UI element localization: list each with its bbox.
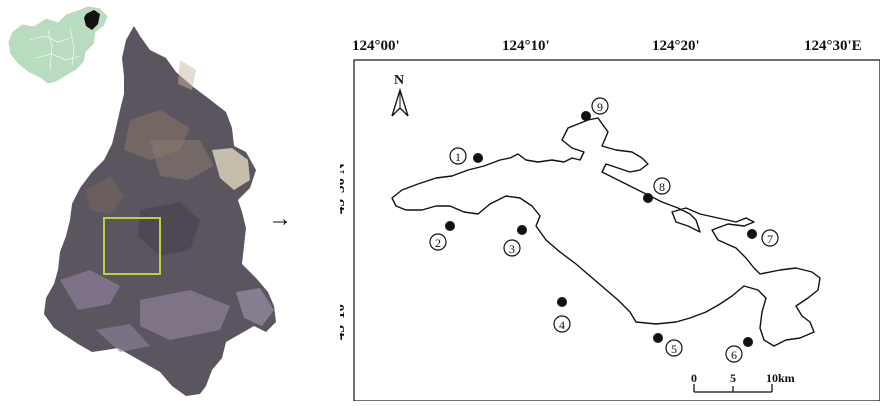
site-marker: 7 <box>747 229 779 247</box>
top-tick-label: 124°00' <box>352 38 400 54</box>
site-marker: 1 <box>449 147 483 165</box>
china-inset-map <box>7 5 109 85</box>
region-satellite-map <box>44 26 276 396</box>
site-label: 3 <box>509 242 515 256</box>
site-label: 7 <box>767 232 773 246</box>
map-frame <box>353 59 880 402</box>
scale-bar: 0 5 10km <box>691 371 795 393</box>
scale-label: 0 <box>691 371 697 385</box>
top-tick-label: 124°10' <box>502 38 550 54</box>
top-tick-label: 124°20' <box>652 38 700 54</box>
site-marker: 6 <box>725 337 753 363</box>
north-arrow: N <box>391 73 409 117</box>
site-marker: 3 <box>503 225 527 257</box>
site-label: 2 <box>435 236 441 250</box>
site-label: 6 <box>731 348 737 362</box>
heilongjiang-highlight <box>84 10 100 30</box>
left-tick-label: 45°10' <box>340 300 348 340</box>
site-marker: 5 <box>653 333 683 357</box>
sampling-sites: 1 2 3 4 5 <box>429 97 779 363</box>
site-label: 4 <box>559 318 565 332</box>
study-area-box <box>103 217 161 275</box>
top-tick-label: 124°30'E <box>804 38 862 54</box>
scale-label: 10km <box>766 371 795 385</box>
study-area-outline <box>391 117 821 347</box>
study-area-map: 124°00' 124°10' 124°20' 124°30'E 45°30'N… <box>332 38 880 402</box>
pointer-arrow: → <box>268 206 292 232</box>
site-label: 1 <box>455 150 461 164</box>
site-marker: 2 <box>429 221 455 251</box>
china-outline <box>7 5 109 85</box>
site-marker: 8 <box>643 177 671 203</box>
site-marker: 4 <box>553 297 571 333</box>
location-panel: → <box>0 0 330 401</box>
site-marker: 9 <box>581 97 609 121</box>
site-label: 9 <box>597 100 603 114</box>
site-label: 5 <box>671 342 677 356</box>
location-map: → <box>7 5 292 396</box>
study-area-panel: 124°00' 124°10' 124°20' 124°30'E 45°30'N… <box>332 0 880 402</box>
left-tick-label: 45°30'N <box>340 163 348 214</box>
scale-label: 5 <box>730 371 736 385</box>
north-label: N <box>394 73 404 88</box>
site-label: 8 <box>659 180 665 194</box>
